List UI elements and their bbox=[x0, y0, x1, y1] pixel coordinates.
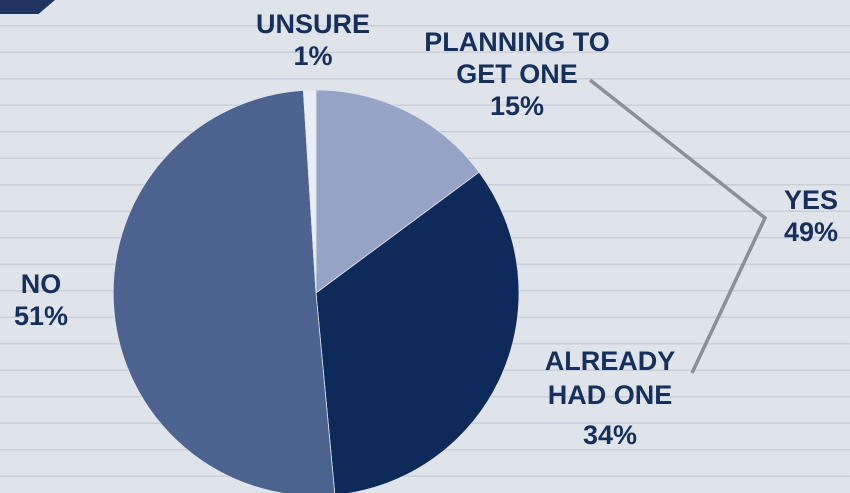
label-unsure-name: UNSURE bbox=[255, 9, 370, 39]
label-planning-line1: PLANNING TO bbox=[424, 27, 610, 57]
label-planning: PLANNING TO GET ONE 15% bbox=[392, 26, 642, 122]
label-yes-name: YES bbox=[783, 185, 839, 215]
pie-slices bbox=[112, 89, 520, 493]
label-unsure-value: 1% bbox=[293, 41, 333, 71]
pie-slice-unsure bbox=[302, 89, 317, 294]
label-planning-value: 15% bbox=[489, 91, 545, 121]
label-already-line2: HAD ONE bbox=[547, 380, 673, 410]
pie-slice-already-had-one bbox=[315, 171, 520, 493]
label-already-line1: ALREADY bbox=[544, 346, 676, 376]
corner-accent bbox=[0, 0, 55, 14]
label-unsure: UNSURE 1% bbox=[238, 8, 388, 72]
label-no-value: 51% bbox=[13, 301, 69, 331]
pie-slice-planning-to-get-one bbox=[315, 89, 480, 294]
label-no: NO 51% bbox=[0, 268, 96, 332]
label-yes: YES 49% bbox=[756, 184, 850, 248]
label-already: ALREADY HAD ONE 34% bbox=[520, 344, 700, 452]
yes-bracket-line bbox=[588, 78, 768, 374]
pie-slice-no bbox=[112, 89, 336, 493]
label-yes-value: 49% bbox=[783, 217, 839, 247]
label-already-value: 34% bbox=[582, 420, 638, 450]
label-no-name: NO bbox=[20, 269, 62, 299]
label-planning-line2: GET ONE bbox=[456, 59, 578, 89]
